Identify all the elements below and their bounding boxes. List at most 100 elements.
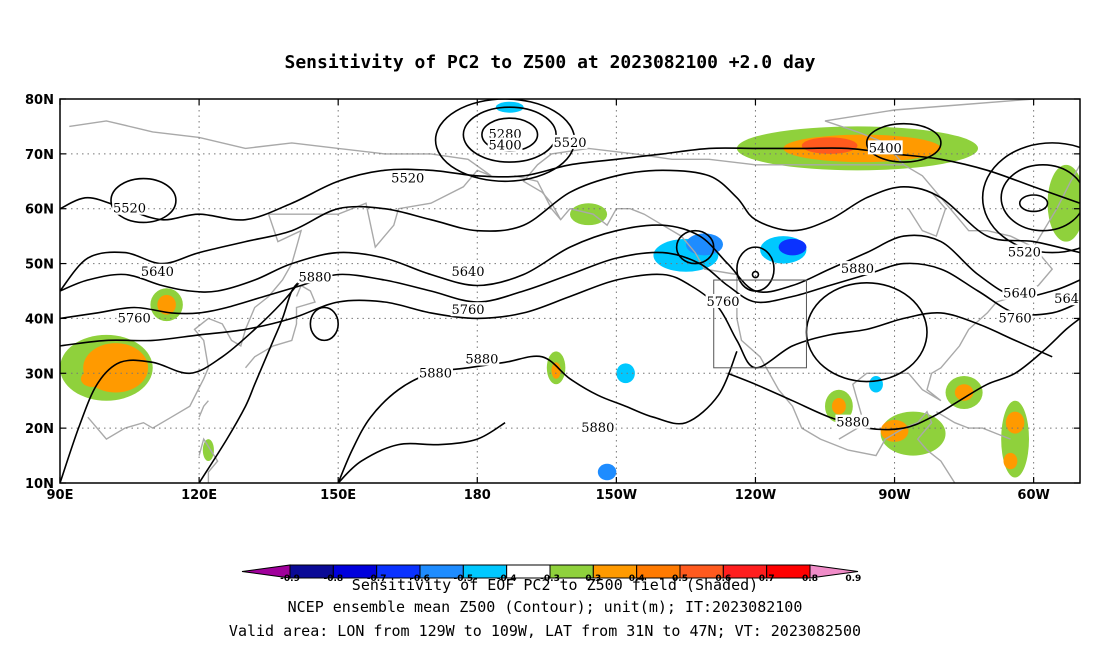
coastline-8: [1033, 164, 1080, 248]
contour-label-bg: [1006, 244, 1042, 259]
lon-label-4: 150W: [596, 488, 637, 503]
colorbar-high-triangle: [809, 564, 859, 579]
colorbar-label-3: -0.6: [410, 574, 430, 584]
contour-label-bg: [112, 200, 147, 215]
contour-label-15: 5880: [298, 270, 331, 285]
contour-label-13: 5760: [706, 295, 739, 310]
coastline-6: [935, 411, 1011, 440]
closed-contour-10: [309, 306, 339, 342]
shaded-region-28: [1005, 411, 1025, 434]
contour-label-4: 5400: [869, 141, 902, 156]
closed-contour-7: [110, 177, 177, 224]
contour-label-bg: [464, 351, 500, 366]
contour-label-17: 5880: [419, 366, 452, 381]
colorbar-label-13: 0.9: [845, 574, 861, 584]
lon-label-5: 120W: [735, 488, 776, 503]
closed-contour-4: [1018, 194, 1049, 213]
contour-label-5: 5520: [113, 202, 146, 217]
colorbar-label-1: -0.8: [323, 574, 343, 584]
shaded-region-24: [880, 419, 909, 442]
shaded-region-19: [597, 463, 617, 481]
contour-line-7: [337, 350, 738, 483]
contour-label-bg: [139, 263, 175, 278]
contour-label-6: 5520: [1008, 246, 1041, 261]
contour-label-19: 5880: [581, 421, 614, 436]
shaded-region-3: [801, 137, 858, 154]
shaded-region-5: [570, 203, 608, 226]
lat-label-0: 80N: [25, 93, 54, 108]
contour-line-3: [60, 251, 1080, 320]
axis-ticks: 90E 120E 150E 180 150W 120W 90W 60W 80N 70N 60N 50N…: [25, 93, 1080, 503]
contour-label-bg: [552, 134, 588, 149]
lat-label-7: 10N: [25, 477, 54, 492]
contour-label-18: 5880: [465, 353, 498, 368]
lon-label-1: 120E: [181, 488, 217, 503]
colorbar-label-8: 0.4: [629, 574, 645, 584]
colorbar-label-12: 0.8: [802, 574, 818, 584]
contour-label-bg: [835, 414, 871, 429]
contour-label-bg: [867, 140, 903, 155]
coastline-3: [198, 437, 219, 483]
contour-label-bg: [840, 261, 875, 276]
closed-contour-5: [1000, 164, 1080, 232]
contour-label-2: 5520: [391, 172, 424, 187]
contour-label-bg: [418, 365, 453, 380]
lat-label-1: 70N: [25, 148, 54, 163]
figure-title: Sensitivity of PC2 to Z500 at 2023082100…: [284, 52, 815, 73]
colorbar-label-0: -0.9: [280, 574, 300, 584]
contour-line-1: [60, 169, 1080, 292]
contour-label-bg: [705, 293, 741, 308]
shaded-region-29: [1003, 452, 1018, 470]
map-frame: [59, 98, 1081, 484]
contour-label-bg: [390, 170, 426, 185]
shaded-region-17: [551, 362, 561, 379]
colorbar: -0.9 -0.8 -0.7 -0.6 -0.5 -0.4 -0.3 0.3 0.4 0.5 0.6…: [241, 564, 861, 584]
contour-line-9: [337, 422, 506, 483]
lat-label-6: 20N: [25, 422, 54, 437]
contour-label-bg: [487, 137, 523, 152]
lat-label-5: 30N: [25, 367, 54, 382]
lat-label-2: 60N: [25, 203, 54, 218]
shaded-region-26: [954, 384, 974, 401]
lat-label-3: 50N: [25, 258, 54, 273]
coastline-9: [907, 191, 947, 238]
contour-label-bg: [487, 126, 523, 141]
contour-line-4: [60, 273, 1053, 369]
contour-label-10: 5640: [1054, 292, 1087, 307]
coastline-4: [514, 175, 957, 483]
valid-area-box: [713, 279, 807, 369]
shaded-region-15: [202, 439, 214, 462]
contour-label-1: 5400: [489, 139, 522, 154]
closed-contour-1: [462, 106, 557, 163]
contour-label-bg: [1002, 285, 1038, 300]
closed-contour-6: [981, 142, 1080, 254]
coastline-1: [244, 284, 316, 369]
lat-label-4: 40N: [25, 312, 54, 327]
footer-line-3: Valid area: LON from 129W to 109W, LAT f…: [229, 622, 861, 640]
closed-contour-9: [736, 246, 775, 292]
lon-label-3: 180: [464, 488, 491, 503]
contour-label-11: 5760: [118, 311, 151, 326]
contour-label-16: 5880: [841, 262, 874, 277]
contour-label-20: 5880: [836, 416, 869, 431]
lon-label-6: 90W: [878, 488, 910, 503]
colorbar-label-7: 0.3: [585, 574, 601, 584]
contour-label-bg: [450, 263, 486, 278]
shaded-region-11: [157, 294, 176, 315]
contour-label-bg: [580, 420, 616, 435]
contour-label-bg: [297, 269, 333, 284]
low-center-marker: [751, 270, 760, 279]
map-gridlines: [60, 99, 1080, 483]
lon-label-7: 60W: [1017, 488, 1049, 503]
contour-label-12: 5760: [451, 303, 484, 318]
contour-label-7: 5640: [141, 265, 174, 280]
contour-label-bg: [116, 310, 152, 325]
colorbar-label-9: 0.5: [672, 574, 688, 584]
shaded-region-21: [831, 397, 846, 415]
closed-contour-3: [865, 122, 942, 163]
colorbar-label-2: -0.7: [367, 574, 387, 584]
contour-label-bg: [1053, 291, 1080, 306]
